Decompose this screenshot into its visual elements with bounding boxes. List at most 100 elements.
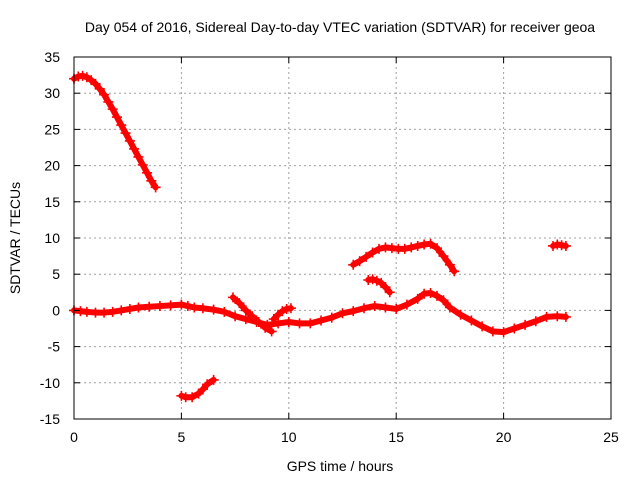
data-point [124,135,135,146]
data-point [438,295,449,306]
data-point [361,251,372,262]
data-point [560,311,571,322]
data-point [227,292,238,303]
data-point [391,303,402,314]
data-points [69,70,571,403]
data-point [111,112,122,123]
data-point [401,299,412,310]
data-point [438,251,449,262]
data-point [432,290,443,301]
data-point [268,314,279,325]
data-point [412,293,423,304]
data-point [384,287,395,298]
data-point [285,303,296,314]
data-point [120,128,131,139]
data-point [548,240,559,251]
data-point [133,151,144,162]
data-point [406,242,417,253]
data-point [541,311,552,322]
x-tick-label: 0 [70,429,78,445]
series-arc-8 [548,239,571,251]
data-point [294,318,305,329]
data-point [81,306,92,317]
data-point [358,303,369,314]
data-point [142,167,153,178]
data-point [193,388,204,399]
grid-lines [74,57,611,419]
series-band [71,72,159,191]
data-point [133,302,144,313]
data-point [266,326,277,337]
data-point [116,120,127,131]
data-point [380,282,391,293]
data-point [337,308,348,319]
y-tick-label: -5 [48,339,61,355]
data-point [107,306,118,317]
series-arc-1 [69,70,161,193]
data-point [234,298,245,309]
data-point [99,89,110,100]
data-point [219,306,230,317]
data-point [137,159,148,170]
data-point [107,104,118,115]
data-point [449,266,460,277]
y-tick-label: -10 [40,375,60,391]
data-point [208,304,219,315]
series-arc-2 [69,288,571,338]
data-point [520,319,531,330]
data-point [124,303,135,314]
data-point [90,78,101,89]
y-tick-label: 15 [44,194,60,210]
data-point [432,243,443,254]
data-point [116,305,127,316]
x-tick-label: 20 [496,429,512,445]
data-point [150,182,161,193]
y-tick-label: 10 [44,230,60,246]
series-arc-7 [363,274,395,298]
data-point [316,315,327,326]
data-point [477,321,488,332]
data-point [129,143,140,154]
x-tick-label: 25 [603,429,619,445]
data-point [348,259,359,270]
data-point [369,301,380,312]
data-point [560,240,571,251]
data-point [444,259,455,270]
series-band [71,290,569,336]
data-point [189,302,200,313]
data-point [230,311,241,322]
x-tick-label: 5 [178,429,186,445]
data-point [367,247,378,258]
data-point [208,374,219,385]
data-point [146,175,157,186]
data-point [94,83,105,94]
data-point [374,243,385,254]
data-point [509,323,520,334]
data-point [176,299,187,310]
data-point [182,301,193,312]
data-point [240,305,251,316]
data-point [90,307,101,318]
data-point [498,327,509,338]
axis-ticks: 0 5 10 15 20 25 -15 -10 -5 0 5 10 15 20 25 30 35 [40,49,619,445]
data-point [253,316,264,327]
data-point [412,240,423,251]
chart-title: Day 054 of 2016, Sidereal Day-to-day VTE… [85,19,595,35]
data-point [455,309,466,320]
series-arc-3 [268,303,296,325]
x-axis-label: GPS time / hours [287,458,394,474]
y-axis-label: SDTVAR / TECUs [7,182,23,294]
data-point [283,316,294,327]
data-point [165,300,176,311]
y-tick-label: 30 [44,85,60,101]
data-point [77,70,88,81]
y-tick-label: 5 [52,266,60,282]
series-arc-4 [227,292,277,337]
series-arc-6 [348,238,460,277]
data-point [154,301,165,312]
data-point [197,303,208,314]
data-point [348,306,359,317]
data-point [444,302,455,313]
data-point [376,277,387,288]
